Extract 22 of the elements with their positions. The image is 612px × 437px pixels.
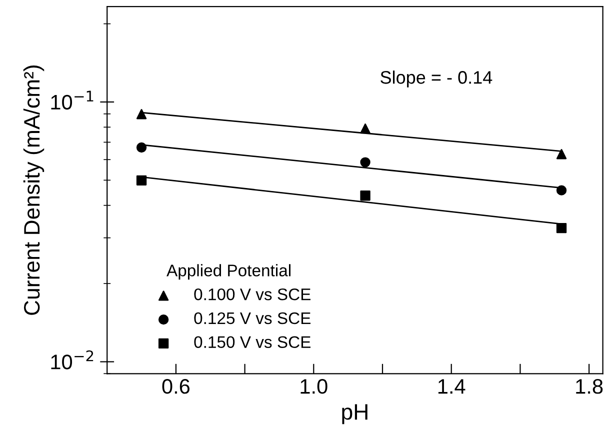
point — [360, 157, 370, 168]
y-tick-label: 10$^{−2}$ — [51, 350, 94, 370]
legend-title: Applied Potential — [166, 264, 290, 280]
x-axis-title: pH — [342, 404, 368, 424]
point — [136, 109, 147, 120]
annotation: Slope = - 0.14 — [380, 70, 492, 88]
point — [136, 142, 147, 153]
x-tick-label: 1.8 — [576, 379, 603, 394]
x-tick-label: 0.6 — [162, 379, 190, 394]
y-tick-label: 10$^{−1}$ — [51, 90, 94, 110]
point — [556, 223, 567, 234]
point — [360, 190, 370, 201]
x-tick-label: 1.4 — [438, 379, 466, 394]
x-tick-label: 1.0 — [300, 379, 328, 394]
point — [136, 175, 147, 186]
point — [360, 123, 370, 134]
legend-label: 0.100 V vs SCE — [194, 288, 310, 300]
legend-label: 0.150 V vs SCE — [194, 336, 310, 348]
y-axis-title: Current Density (mA/cm²) — [23, 66, 44, 315]
point — [556, 185, 567, 196]
legend-label: 0.125 V vs SCE — [194, 312, 310, 324]
point — [556, 149, 567, 160]
